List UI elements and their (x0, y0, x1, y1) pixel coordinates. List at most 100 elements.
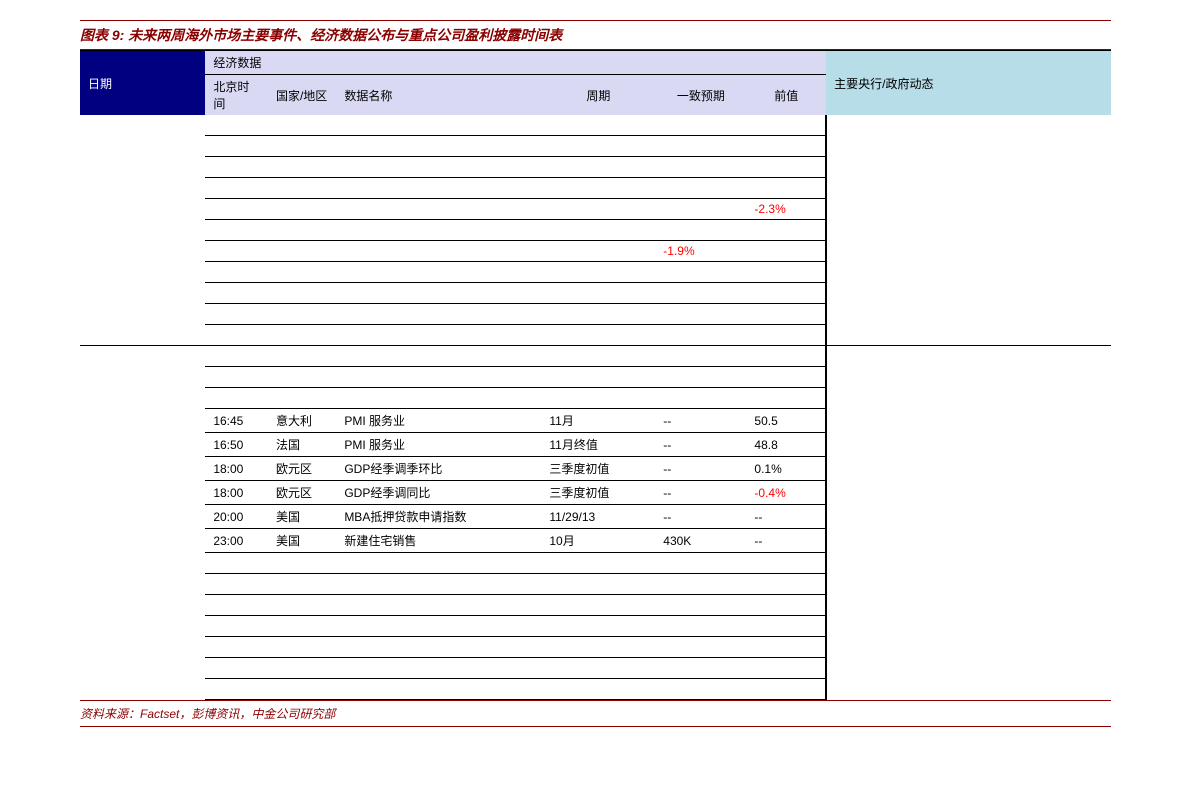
country-cell (268, 574, 336, 595)
gov-cell (826, 178, 1111, 199)
forecast-cell (655, 304, 746, 325)
dataname-cell (336, 115, 541, 136)
prev-cell (746, 658, 826, 679)
dataname-cell (336, 157, 541, 178)
period-cell (541, 595, 655, 616)
table-row (80, 136, 1111, 157)
prev-cell (746, 262, 826, 283)
header-forecast: 一致预期 (655, 75, 746, 116)
period-cell (541, 199, 655, 220)
gov-cell (826, 220, 1111, 241)
table-row (80, 178, 1111, 199)
period-cell (541, 553, 655, 574)
forecast-cell (655, 115, 746, 136)
time-cell (205, 595, 268, 616)
table-row: 23:00美国新建住宅销售10月430K-- (80, 529, 1111, 553)
table-row: 18:00欧元区GDP经季调同比三季度初值---0.4% (80, 481, 1111, 505)
source-text: 资料来源：Factset，彭博资讯，中金公司研究部 (80, 700, 1111, 727)
date-cell (80, 304, 205, 325)
country-cell (268, 157, 336, 178)
dataname-cell (336, 136, 541, 157)
forecast-cell: -- (655, 505, 746, 529)
header-time: 北京时间 (205, 75, 268, 116)
date-cell (80, 136, 205, 157)
forecast-cell (655, 220, 746, 241)
country-cell (268, 178, 336, 199)
prev-cell: 48.8 (746, 433, 826, 457)
gov-cell (826, 157, 1111, 178)
period-cell (541, 136, 655, 157)
table-row (80, 157, 1111, 178)
table-row: 20:00美国MBA抵押贷款申请指数11/29/13---- (80, 505, 1111, 529)
forecast-cell: -- (655, 409, 746, 433)
prev-cell (746, 115, 826, 136)
table-row (80, 367, 1111, 388)
gov-cell (826, 283, 1111, 304)
time-cell (205, 658, 268, 679)
prev-cell (746, 220, 826, 241)
table-row (80, 283, 1111, 304)
table-row: 16:45意大利PMI 服务业11月--50.5 (80, 409, 1111, 433)
country-cell: 欧元区 (268, 457, 336, 481)
dataname-cell (336, 325, 541, 346)
date-cell (80, 157, 205, 178)
dataname-cell (336, 658, 541, 679)
date-cell (80, 553, 205, 574)
table-row (80, 304, 1111, 325)
table-row (80, 346, 1111, 367)
header-econ-data: 经济数据 (205, 51, 826, 75)
table-row: 16:50法国PMI 服务业11月终值--48.8 (80, 433, 1111, 457)
country-cell (268, 658, 336, 679)
time-cell (205, 220, 268, 241)
date-cell (80, 433, 205, 457)
gov-cell (826, 574, 1111, 595)
country-cell (268, 367, 336, 388)
table-row (80, 637, 1111, 658)
dataname-cell (336, 595, 541, 616)
period-cell (541, 658, 655, 679)
time-cell: 16:50 (205, 433, 268, 457)
time-cell (205, 574, 268, 595)
prev-cell (746, 574, 826, 595)
prev-cell (746, 616, 826, 637)
period-cell (541, 304, 655, 325)
dataname-cell: MBA抵押贷款申请指数 (336, 505, 541, 529)
period-cell (541, 220, 655, 241)
gov-cell (826, 637, 1111, 658)
dataname-cell (336, 262, 541, 283)
forecast-cell (655, 553, 746, 574)
time-cell (205, 199, 268, 220)
gov-cell (826, 433, 1111, 457)
table-row: -1.9% (80, 241, 1111, 262)
forecast-cell (655, 388, 746, 409)
time-cell (205, 679, 268, 700)
period-cell (541, 616, 655, 637)
country-cell (268, 241, 336, 262)
prev-cell (746, 637, 826, 658)
date-cell (80, 199, 205, 220)
gov-cell (826, 304, 1111, 325)
country-cell: 意大利 (268, 409, 336, 433)
prev-cell (746, 241, 826, 262)
country-cell (268, 325, 336, 346)
country-cell (268, 553, 336, 574)
date-cell (80, 595, 205, 616)
country-cell: 欧元区 (268, 481, 336, 505)
period-cell: 11月终值 (541, 433, 655, 457)
forecast-cell (655, 262, 746, 283)
dataname-cell (336, 346, 541, 367)
header-name: 数据名称 (336, 75, 541, 116)
time-cell (205, 115, 268, 136)
header-prev: 前值 (746, 75, 826, 116)
table-row (80, 115, 1111, 136)
dataname-cell (336, 178, 541, 199)
prev-cell: -0.4% (746, 481, 826, 505)
gov-cell (826, 505, 1111, 529)
country-cell: 法国 (268, 433, 336, 457)
chart-title: 图表 9: 未来两周海外市场主要事件、经济数据公布与重点公司盈利披露时间表 (80, 20, 1111, 50)
country-cell: 美国 (268, 529, 336, 553)
time-cell (205, 157, 268, 178)
gov-cell (826, 346, 1111, 367)
forecast-cell: -- (655, 433, 746, 457)
period-cell (541, 262, 655, 283)
